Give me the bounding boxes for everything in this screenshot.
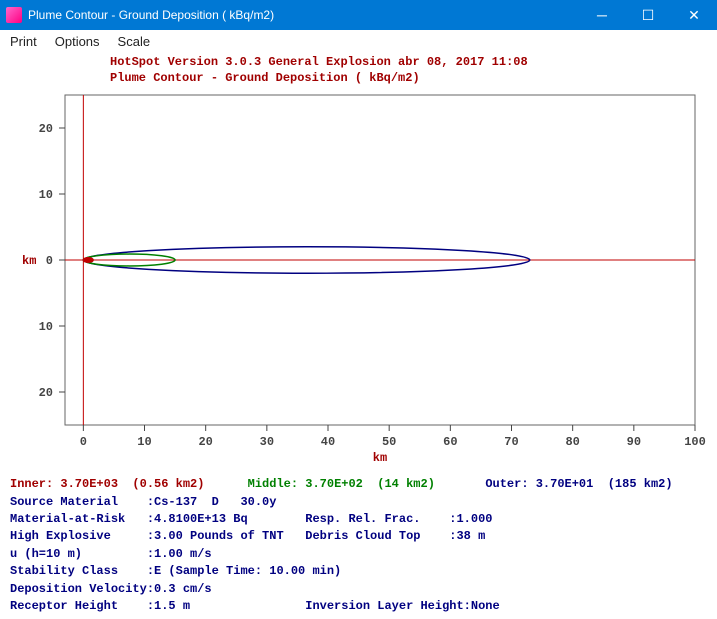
menu-print[interactable]: Print [10, 34, 37, 49]
y-tick-label: 10 [39, 188, 53, 202]
y-tick-label: 20 [39, 386, 53, 400]
x-tick-label: 10 [137, 435, 151, 449]
param-mar-line: Material-at-Risk :4.8100E+13 Bq Resp. Re… [10, 512, 492, 526]
close-button[interactable]: ✕ [671, 0, 717, 30]
legend-middle-label: Middle: 3.70E+02 [248, 477, 370, 491]
plume-chart: 0102030405060708090100km201001020km [10, 90, 707, 470]
y-tick-label: 10 [39, 320, 53, 334]
legend-outer-label: Outer: 3.70E+01 [485, 477, 600, 491]
maximize-button[interactable]: ☐ [625, 0, 671, 30]
param-stability: Stability Class :E (Sample Time: 10.00 m… [10, 564, 341, 578]
legend-inner-label: Inner: 3.70E+03 [10, 477, 125, 491]
y-axis-label: km [22, 254, 36, 268]
menu-scale[interactable]: Scale [118, 34, 151, 49]
contour-inner [83, 258, 93, 263]
param-source-material: Source Material :Cs-137 D 30.0y [10, 495, 276, 509]
header-line-2: Plume Contour - Ground Deposition ( kBq/… [110, 71, 717, 87]
x-tick-label: 60 [443, 435, 457, 449]
x-tick-label: 100 [684, 435, 706, 449]
chart-svg: 0102030405060708090100km201001020km [10, 90, 707, 470]
legend-middle-area: (14 km2) [370, 477, 456, 491]
legend-outer-area: (185 km2) [601, 477, 673, 491]
x-tick-label: 50 [382, 435, 396, 449]
window-title: Plume Contour - Ground Deposition ( kBq/… [28, 8, 579, 22]
parameters-block: Inner: 3.70E+03 (0.56 km2) Middle: 3.70E… [0, 470, 717, 619]
x-tick-label: 90 [627, 435, 641, 449]
menu-options[interactable]: Options [55, 34, 100, 49]
window-titlebar: Plume Contour - Ground Deposition ( kBq/… [0, 0, 717, 30]
header-line-1: HotSpot Version 3.0.3 General Explosion … [110, 55, 717, 71]
app-icon [6, 7, 22, 23]
param-receptor-line: Receptor Height :1.5 m Inversion Layer H… [10, 599, 500, 613]
param-he-line: High Explosive :3.00 Pounds of TNT Debri… [10, 529, 485, 543]
menubar: Print Options Scale [0, 30, 717, 53]
x-tick-label: 80 [565, 435, 579, 449]
x-tick-label: 70 [504, 435, 518, 449]
y-tick-label: 20 [39, 122, 53, 136]
x-tick-label: 20 [198, 435, 212, 449]
legend-inner-area: (0.56 km2) [125, 477, 226, 491]
param-depvel: Deposition Velocity:0.3 cm/s [10, 582, 212, 596]
header-block: HotSpot Version 3.0.3 General Explosion … [0, 53, 717, 90]
x-tick-label: 0 [80, 435, 87, 449]
x-tick-label: 30 [260, 435, 274, 449]
window-controls: ─ ☐ ✕ [579, 0, 717, 30]
param-u: u (h=10 m) :1.00 m/s [10, 547, 212, 561]
x-tick-label: 40 [321, 435, 335, 449]
x-axis-label: km [373, 451, 387, 465]
y-tick-label: 0 [46, 254, 53, 268]
minimize-button[interactable]: ─ [579, 0, 625, 30]
